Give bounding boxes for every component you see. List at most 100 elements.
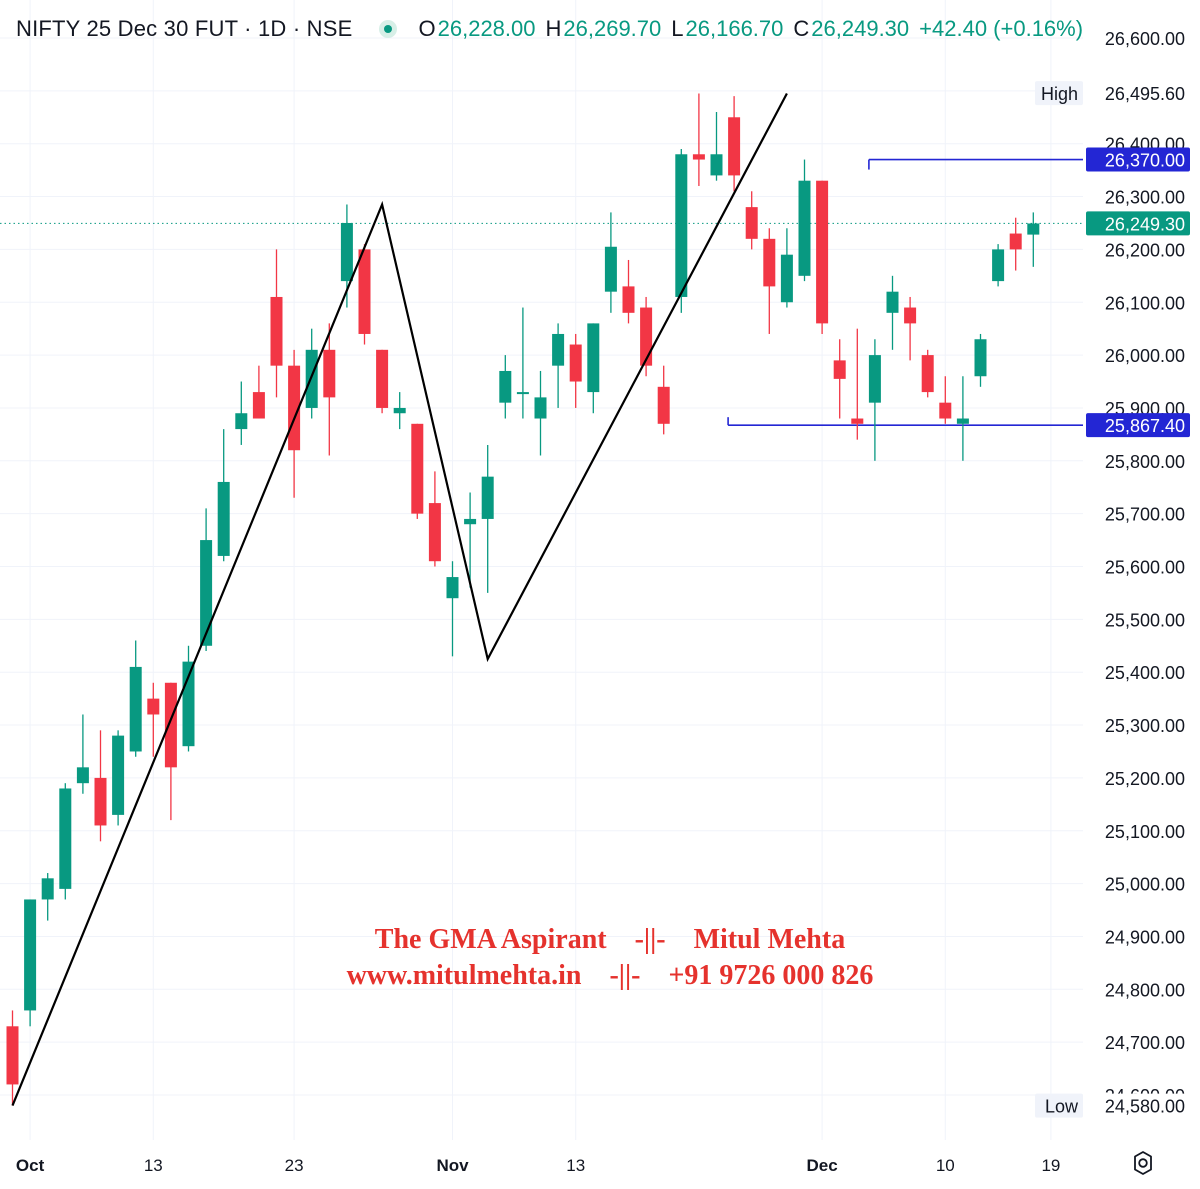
- candle-body[interactable]: [1027, 223, 1040, 235]
- candle-body[interactable]: [622, 286, 635, 313]
- zigzag-layer: [11, 92, 788, 1106]
- candle-body[interactable]: [816, 180, 829, 324]
- candle-body[interactable]: [833, 360, 846, 379]
- last-price-label-bg: [1086, 211, 1190, 236]
- candle-body[interactable]: [956, 418, 969, 424]
- x-tick-label: 13: [566, 1156, 585, 1175]
- candle-body[interactable]: [129, 666, 142, 752]
- candle-body[interactable]: [323, 349, 336, 398]
- change-value: +42.40 (+0.16%): [919, 16, 1084, 41]
- watermark-line-2: www.mitulmehta.in -||- +91 9726 000 826: [346, 960, 874, 991]
- candle-body[interactable]: [235, 413, 248, 430]
- candle-body[interactable]: [780, 254, 793, 303]
- price-label: 26,495.60: [1105, 84, 1185, 104]
- low-value: 26,166.70: [685, 16, 784, 41]
- horizontal-levels: [0, 158, 1083, 426]
- y-tick-label: 26,200.00: [1105, 240, 1185, 260]
- price-axis[interactable]: 26,600.0026,500.0026,400.0026,300.0026,2…: [1035, 29, 1190, 1118]
- candle-body[interactable]: [974, 339, 987, 377]
- y-tick-label: 25,400.00: [1105, 663, 1185, 683]
- price-tag-bg: [1035, 81, 1083, 106]
- candle-body[interactable]: [411, 423, 424, 514]
- candle-body[interactable]: [745, 207, 758, 239]
- level-price-label: 25,867.40: [1105, 416, 1185, 436]
- candle-body[interactable]: [94, 777, 107, 826]
- candle-body[interactable]: [147, 698, 160, 715]
- candle-body[interactable]: [992, 249, 1005, 282]
- y-tick-label: 25,800.00: [1105, 452, 1185, 472]
- candle-body[interactable]: [59, 788, 72, 889]
- x-tick-label: 10: [936, 1156, 955, 1175]
- y-tick-label: 26,600.00: [1105, 29, 1185, 49]
- open-label: O: [418, 16, 436, 41]
- zigzag-line[interactable]: [11, 92, 788, 1106]
- candle-body[interactable]: [640, 307, 653, 366]
- y-tick-label: 25,500.00: [1105, 610, 1185, 630]
- time-axis[interactable]: Oct 13 23 Nov 13 Dec 10 19: [16, 1156, 1060, 1175]
- candle-body[interactable]: [376, 349, 389, 408]
- level-price-label: 26,370.00: [1105, 151, 1185, 171]
- candle-body[interactable]: [604, 246, 617, 292]
- low-label: L: [671, 16, 684, 41]
- candle-body[interactable]: [252, 392, 265, 419]
- last-price-label: 26,249.30: [1105, 214, 1185, 234]
- candle-body[interactable]: [41, 878, 54, 900]
- candle-body[interactable]: [358, 249, 371, 334]
- watermark-line-1: The GMA Aspirant -||- Mitul Mehta: [374, 924, 846, 955]
- candle-body[interactable]: [393, 407, 406, 414]
- x-tick-label: 23: [285, 1156, 304, 1175]
- candle-body[interactable]: [446, 577, 459, 599]
- level-price-label-bg: [1086, 413, 1190, 438]
- candle-body[interactable]: [112, 735, 125, 815]
- candle-body[interactable]: [728, 117, 741, 176]
- candle-body[interactable]: [868, 355, 881, 403]
- candle-body[interactable]: [692, 154, 705, 160]
- candle-body[interactable]: [657, 386, 670, 424]
- candle-body[interactable]: [763, 238, 776, 287]
- candle-body[interactable]: [587, 323, 600, 393]
- candle-body[interactable]: [217, 481, 230, 556]
- open-value: 26,228.00: [437, 16, 536, 41]
- price-label: 24,580.00: [1105, 1097, 1185, 1117]
- candle-body[interactable]: [904, 307, 917, 324]
- candle-body[interactable]: [499, 370, 512, 403]
- candle-body[interactable]: [569, 344, 582, 382]
- candle-body[interactable]: [798, 180, 811, 276]
- candle-body[interactable]: [464, 518, 477, 525]
- candle-body[interactable]: [710, 154, 723, 176]
- symbol-title[interactable]: NIFTY 25 Dec 30 FUT · 1D · NSE: [16, 16, 353, 41]
- candle-body[interactable]: [428, 503, 441, 562]
- candle-body[interactable]: [534, 397, 547, 419]
- y-tick-label: 25,100.00: [1105, 822, 1185, 842]
- candle-body[interactable]: [6, 1026, 19, 1085]
- settings-gear-icon[interactable]: [1128, 1148, 1158, 1178]
- y-tick-label: 25,300.00: [1105, 716, 1185, 736]
- y-tick-label: 24,700.00: [1105, 1033, 1185, 1053]
- y-tick-label: 25,200.00: [1105, 769, 1185, 789]
- price-label-bg: [1086, 81, 1190, 106]
- candle-body[interactable]: [481, 476, 494, 519]
- candle-body[interactable]: [886, 291, 899, 313]
- candle-body[interactable]: [552, 333, 565, 366]
- candle-body[interactable]: [851, 418, 864, 424]
- candle-body[interactable]: [516, 392, 529, 395]
- y-tick-label: 25,000.00: [1105, 875, 1185, 895]
- candle-body[interactable]: [675, 154, 688, 297]
- candle-body[interactable]: [1009, 233, 1022, 250]
- market-status-icon: [378, 20, 397, 38]
- y-tick-label: 26,100.00: [1105, 293, 1185, 313]
- candle-body[interactable]: [270, 296, 283, 366]
- candle-body[interactable]: [76, 767, 89, 784]
- symbol-legend: NIFTY 25 Dec 30 FUT · 1D · NSE O 26,228.0…: [16, 14, 1093, 44]
- price-tag-bg: [1035, 1093, 1083, 1118]
- candle-body[interactable]: [164, 682, 177, 768]
- candle-body[interactable]: [340, 222, 353, 282]
- candle-body[interactable]: [24, 899, 37, 1011]
- y-tick-label: 25,700.00: [1105, 505, 1185, 525]
- price-tag-label: High: [1041, 84, 1078, 104]
- candle-body[interactable]: [200, 540, 213, 646]
- candle-body[interactable]: [939, 402, 952, 419]
- candle-body[interactable]: [921, 355, 934, 393]
- close-value: 26,249.30: [811, 16, 910, 41]
